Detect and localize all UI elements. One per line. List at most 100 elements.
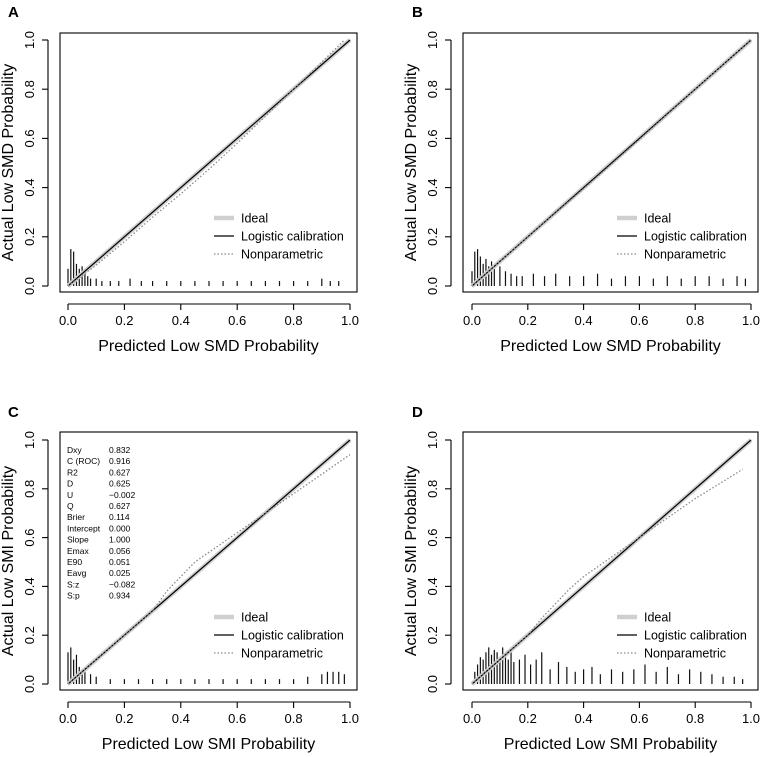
panel-label: D [412,404,423,421]
x-tick-label: 0.2 [115,313,133,328]
x-tick-label: 0.4 [575,313,593,328]
legend-label-ideal: Ideal [241,212,268,226]
panel-label: B [412,4,423,21]
stat-label: Intercept [67,523,101,533]
y-tick-label: 0.2 [425,626,440,644]
stat-value: 0.051 [109,557,131,567]
stat-label: Emax [67,546,89,556]
legend-label-ideal: Ideal [241,611,268,625]
y-tick-label: 1.0 [425,31,440,49]
y-tick-label: 0.8 [22,80,37,98]
legend-label-nonparametric: Nonparametric [644,647,726,661]
stat-value: 1.000 [109,535,131,545]
x-tick-label: 0.2 [519,313,537,328]
stat-label: Q [67,501,74,511]
nonparametric-line [67,454,351,685]
x-tick-label: 0.6 [228,313,246,328]
legend: Ideal Logistic calibration Nonparametric [214,611,344,661]
stat-value: 0.832 [109,445,131,455]
plot-frame [462,32,759,293]
stat-label: D [67,479,73,489]
stat-label: Eavg [67,568,87,578]
x-tick-label: 1.0 [742,711,760,726]
y-tick-label: 0.4 [22,577,37,595]
x-axis: 0.0 0.2 0.4 0.6 0.8 1.0 [59,303,359,328]
x-tick-label: 0.2 [519,711,537,726]
panel-c: C 0.0 0.2 0.4 0.6 0.8 1.0 0.0 0.2 0.4 0.6 0.8 1.0 Pre… [0,404,359,753]
y-tick-label: 0.6 [425,129,440,147]
x-tick-label: 0.8 [285,313,303,328]
x-tick-label: 0.2 [115,711,133,726]
stat-label: R2 [67,467,78,477]
legend-label-logistic: Logistic calibration [241,629,344,643]
panel-label: C [8,404,19,421]
stat-value: 0.114 [109,512,130,522]
legend: Ideal Logistic calibration Nonparametric [214,212,344,262]
y-axis-title: Actual Low SMI Probability [0,466,17,656]
x-axis: 0.0 0.2 0.4 0.6 0.8 1.0 [463,303,760,328]
stat-label: U [67,490,73,500]
y-tick-label: 0.8 [425,480,440,498]
stat-label: S:p [67,591,80,601]
panel-d: D 0.0 0.2 0.4 0.6 0.8 1.0 0.0 0.2 0.4 0.6 0.8 1.0 Pre… [403,404,760,753]
y-tick-label: 1.0 [22,31,37,49]
x-tick-label: 0.4 [575,711,593,726]
stat-label: S:z [67,579,79,589]
y-tick-label: 0.2 [22,228,37,246]
x-axis-title: Predicted Low SMI Probability [504,736,717,753]
y-tick-label: 0.0 [22,277,37,295]
x-tick-label: 0.6 [630,313,648,328]
stat-value: 0.625 [109,479,131,489]
x-tick-label: 0.6 [228,711,246,726]
legend-label-ideal: Ideal [644,212,671,226]
stat-value: 0.627 [109,467,131,477]
x-tick-label: 0.0 [463,313,481,328]
y-tick-label: 0.4 [22,179,37,197]
x-tick-label: 0.8 [686,711,704,726]
stat-value: 0.916 [109,456,131,466]
stat-value: 0.056 [109,546,131,556]
legend-label-logistic: Logistic calibration [644,230,747,244]
stat-label: C (ROC) [67,456,100,466]
logistic-calibration-line [471,39,752,287]
y-tick-label: 0.6 [22,129,37,147]
y-axis-title: Actual Low SMD Probability [403,64,420,261]
stat-value: 0.025 [109,568,131,578]
stats-table: Dxy 0.832 C (ROC) 0.916 R2 0.627 D 0.625 U −0.002… [67,445,136,601]
plot-frame [462,431,759,691]
panel-b: B 0.0 0.2 0.4 0.6 0.8 1.0 0.0 0.2 0.4 0.6 0.8 1.0 Pre… [403,4,760,355]
y-tick-label: 0.0 [425,675,440,693]
x-tick-label: 0.6 [630,711,648,726]
stat-value: 0.934 [109,591,131,601]
legend: Ideal Logistic calibration Nonparametric [617,611,747,661]
x-tick-label: 0.4 [172,313,190,328]
stat-label: Brier [67,512,85,522]
y-axis: 0.0 0.2 0.4 0.6 0.8 1.0 [425,31,452,295]
legend-label-nonparametric: Nonparametric [241,647,323,661]
y-axis: 0.0 0.2 0.4 0.6 0.8 1.0 [22,431,49,693]
y-axis: 0.0 0.2 0.4 0.6 0.8 1.0 [425,431,452,693]
y-tick-label: 1.0 [22,431,37,449]
x-tick-label: 1.0 [341,711,359,726]
x-axis: 0.0 0.2 0.4 0.6 0.8 1.0 [463,701,760,726]
legend-label-nonparametric: Nonparametric [241,248,323,262]
legend: Ideal Logistic calibration Nonparametric [617,212,747,262]
logistic-calibration-line [67,439,351,685]
stat-label: E90 [67,557,82,567]
y-axis-title: Actual Low SMD Probability [0,64,17,261]
stat-value: 0.627 [109,501,131,511]
nonparametric-line [67,39,345,287]
y-axis-title: Actual Low SMI Probability [403,466,420,656]
panel-label: A [8,4,19,21]
y-axis: 0.0 0.2 0.4 0.6 0.8 1.0 [22,31,49,295]
x-tick-label: 0.0 [59,313,77,328]
plot-frame [59,32,358,293]
y-tick-label: 0.4 [425,577,440,595]
x-axis: 0.0 0.2 0.4 0.6 0.8 1.0 [59,701,359,726]
x-axis-title: Predicted Low SMI Probability [102,736,315,753]
y-tick-label: 1.0 [425,431,440,449]
y-tick-label: 0.4 [425,179,440,197]
nonparametric-line [471,468,743,685]
y-tick-label: 0.2 [425,228,440,246]
